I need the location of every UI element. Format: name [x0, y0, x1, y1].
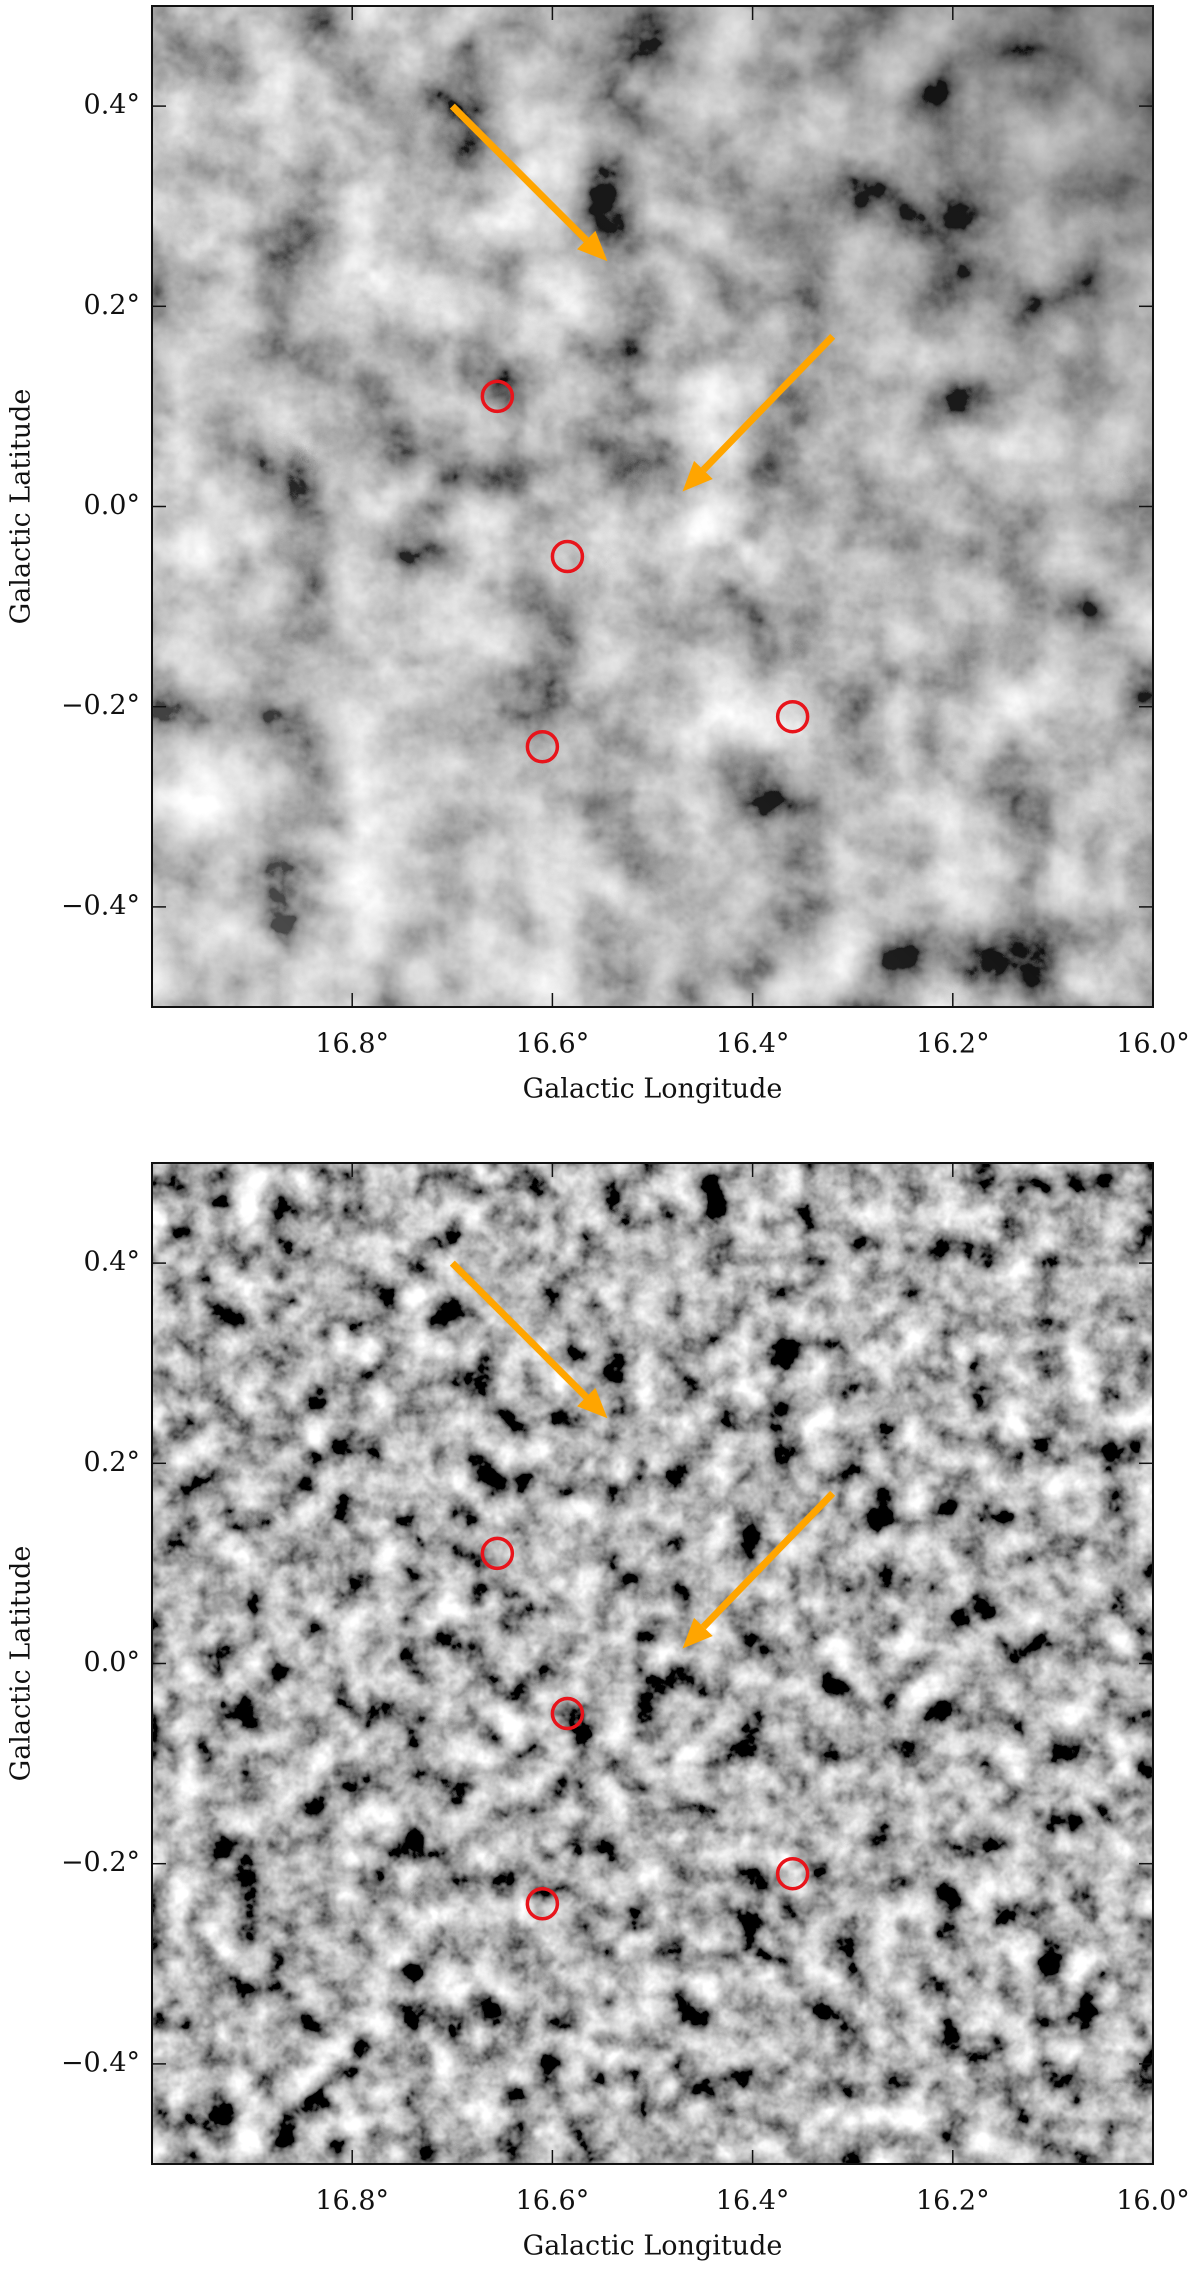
x-tick-label: 16.4°: [716, 1029, 790, 1060]
panel: 16.8° 16.6° 16.4° 16.2° 16.0° 0.4° 0.2° 0.0° −0.…: [6, 5, 1190, 1105]
source-marker: [775, 1856, 810, 1891]
x-tick-label: 16.2°: [916, 1029, 990, 1060]
arrow-shaft: [700, 1490, 836, 1630]
arrow-head: [682, 1617, 713, 1649]
y-tick-label: −0.4°: [61, 890, 140, 921]
x-tick-label: 16.6°: [516, 1029, 590, 1060]
x-tick-label: 16.4°: [716, 2186, 790, 2217]
arrow-shaft: [700, 333, 836, 473]
x-tick-label: 16.8°: [315, 1029, 389, 1060]
x-tick-label: 16.0°: [1116, 1029, 1190, 1060]
y-tick-label: −0.2°: [61, 1847, 140, 1878]
y-tick-label: −0.2°: [61, 690, 140, 721]
x-axis-label: Galactic Longitude: [523, 1074, 783, 1105]
x-tick-label: 16.2°: [916, 2186, 990, 2217]
y-axis-label: Galactic Latitude: [6, 1546, 37, 1782]
source-marker: [550, 1696, 585, 1731]
x-tick-label: 16.6°: [516, 2186, 590, 2217]
y-tick-label: 0.4°: [84, 1247, 140, 1278]
y-tick-label: 0.0°: [84, 1647, 140, 1678]
source-marker: [480, 1536, 515, 1571]
x-axis-label: Galactic Longitude: [523, 2231, 783, 2262]
source-marker: [525, 1886, 560, 1921]
y-tick-label: 0.2°: [84, 1447, 140, 1478]
image-texture: [152, 1163, 1153, 2164]
source-marker: [775, 699, 810, 734]
arrow-head: [577, 230, 608, 262]
y-tick-label: 0.4°: [84, 90, 140, 121]
source-marker: [480, 379, 515, 414]
x-tick-label: 16.8°: [315, 2186, 389, 2217]
panel: 16.8° 16.6° 16.4° 16.2° 16.0° 0.4° 0.2° 0.0° −0.…: [6, 1162, 1190, 2262]
source-marker: [550, 539, 585, 574]
y-tick-label: 0.0°: [84, 490, 140, 521]
arrow-shaft: [449, 103, 589, 243]
y-tick-label: −0.4°: [61, 2047, 140, 2078]
arrow-head: [682, 460, 713, 492]
source-marker: [525, 729, 560, 764]
image-shading: [152, 6, 1153, 1007]
y-axis-label: Galactic Latitude: [6, 389, 37, 625]
x-tick-label: 16.0°: [1116, 2186, 1190, 2217]
arrow-head: [577, 1387, 608, 1419]
arrow-shaft: [449, 1260, 589, 1400]
y-tick-label: 0.2°: [84, 290, 140, 321]
